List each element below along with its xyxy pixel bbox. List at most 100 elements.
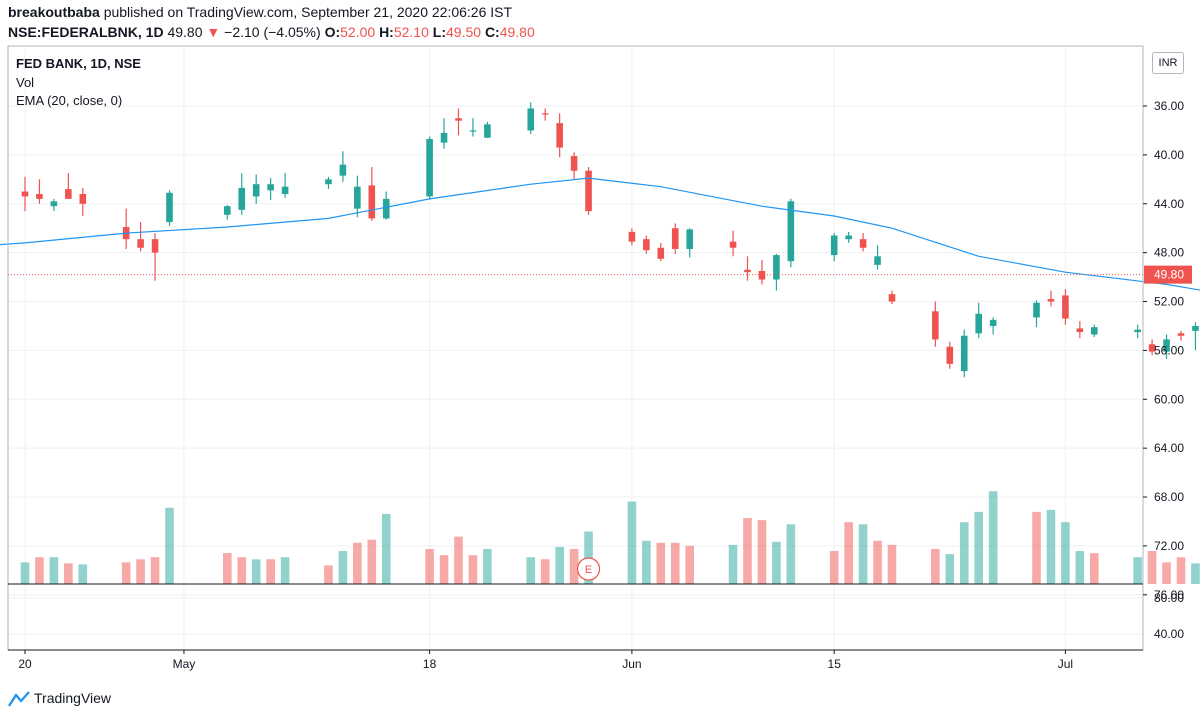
volume-bar	[945, 554, 955, 584]
candle[interactable]	[859, 239, 867, 248]
candle[interactable]	[671, 228, 679, 249]
candle[interactable]	[830, 235, 838, 256]
candle[interactable]	[224, 206, 231, 215]
candle[interactable]	[1033, 302, 1040, 318]
candle[interactable]	[1148, 344, 1156, 352]
earnings-marker[interactable]: E	[576, 557, 601, 581]
candle[interactable]	[556, 123, 563, 148]
candle[interactable]	[440, 132, 448, 143]
chart-title[interactable]: FED BANK, 1D, NSE	[16, 56, 141, 71]
volume-bar	[757, 520, 767, 584]
volume-legend[interactable]: Vol	[16, 75, 35, 90]
volume-bar	[353, 542, 362, 584]
candle[interactable]	[484, 124, 491, 138]
currency-button[interactable]: INR	[1152, 52, 1184, 74]
candle[interactable]	[1076, 328, 1084, 333]
candle[interactable]	[79, 193, 87, 204]
candle[interactable]	[252, 184, 260, 197]
candle[interactable]	[888, 294, 896, 302]
price-tick-label: 44.00	[1154, 197, 1184, 211]
candle[interactable]	[426, 138, 433, 197]
candle[interactable]	[585, 170, 592, 212]
candle[interactable]	[744, 269, 751, 273]
candle[interactable]	[354, 186, 361, 209]
date-tick-label: 20	[18, 657, 32, 671]
volume-bar	[49, 557, 59, 584]
volume-bar	[555, 546, 564, 584]
volume-bar	[1046, 509, 1056, 584]
price-change: −2.10 (−4.05%)	[224, 24, 321, 40]
price-tick-label: 40.00	[1154, 148, 1184, 162]
high-value: 52.10	[393, 24, 429, 40]
volume-bar	[627, 501, 637, 584]
low-value: 49.50	[446, 24, 482, 40]
candle[interactable]	[1062, 295, 1069, 319]
date-tick-label: 15	[828, 657, 842, 671]
volume-bar	[887, 544, 897, 584]
candle[interactable]	[281, 186, 289, 194]
candle[interactable]	[1047, 299, 1055, 302]
candle[interactable]	[628, 231, 636, 242]
candle[interactable]	[238, 187, 246, 210]
candle[interactable]	[960, 335, 968, 372]
candle[interactable]	[1091, 327, 1098, 335]
volume-bar	[540, 559, 550, 584]
volume-bar	[974, 511, 983, 584]
volume-bar	[150, 557, 160, 584]
candle[interactable]	[1177, 333, 1185, 336]
candle[interactable]	[845, 235, 852, 240]
candle[interactable]	[267, 184, 274, 191]
price-tick-label: 48.00	[1154, 246, 1184, 260]
candle[interactable]	[166, 192, 173, 223]
candle[interactable]	[932, 311, 939, 340]
volume-bar	[1090, 553, 1099, 584]
volume-bar	[670, 542, 680, 584]
candle[interactable]	[657, 247, 665, 259]
author-name[interactable]: breakoutbaba	[8, 4, 100, 20]
volume-bar	[858, 524, 868, 584]
candle[interactable]	[570, 156, 578, 171]
candle[interactable]	[527, 108, 535, 131]
candle[interactable]	[137, 239, 144, 248]
candle[interactable]	[1192, 325, 1199, 331]
tradingview-brand[interactable]: TradingView	[8, 690, 111, 707]
candle[interactable]	[946, 346, 954, 364]
volume-bar	[136, 559, 145, 584]
candle[interactable]	[975, 313, 982, 334]
candle[interactable]	[382, 198, 390, 219]
candle[interactable]	[469, 130, 477, 132]
volume-bar	[64, 563, 73, 584]
candle[interactable]	[368, 185, 376, 219]
candle[interactable]	[36, 193, 43, 199]
grid	[8, 46, 1143, 650]
volume-bar	[772, 541, 781, 584]
candle[interactable]	[455, 118, 462, 121]
close-label: C:	[484, 24, 500, 40]
candle[interactable]	[50, 201, 58, 207]
volume-bar	[743, 518, 752, 584]
candle[interactable]	[773, 255, 780, 280]
candle[interactable]	[1134, 329, 1141, 333]
candle[interactable]	[643, 239, 650, 251]
candle[interactable]	[65, 189, 72, 199]
candle[interactable]	[787, 201, 795, 262]
candle[interactable]	[1163, 339, 1170, 352]
candle[interactable]	[686, 229, 693, 249]
candle[interactable]	[758, 270, 766, 280]
last-price-tag	[1144, 265, 1192, 284]
tradingview-logo-icon	[8, 691, 30, 707]
candle[interactable]	[339, 164, 347, 176]
ema-legend[interactable]: EMA (20, close, 0)	[16, 93, 123, 108]
candles[interactable]	[0, 102, 1200, 432]
candle[interactable]	[729, 241, 737, 248]
candle[interactable]	[325, 179, 332, 185]
candle[interactable]	[874, 256, 881, 265]
date-tick-label: Jun	[622, 657, 641, 671]
candle[interactable]	[541, 113, 549, 115]
volume-bar	[338, 551, 348, 584]
candle[interactable]	[21, 191, 29, 197]
candle[interactable]	[989, 319, 997, 326]
candle[interactable]	[151, 239, 159, 253]
volume-bar	[454, 536, 463, 584]
